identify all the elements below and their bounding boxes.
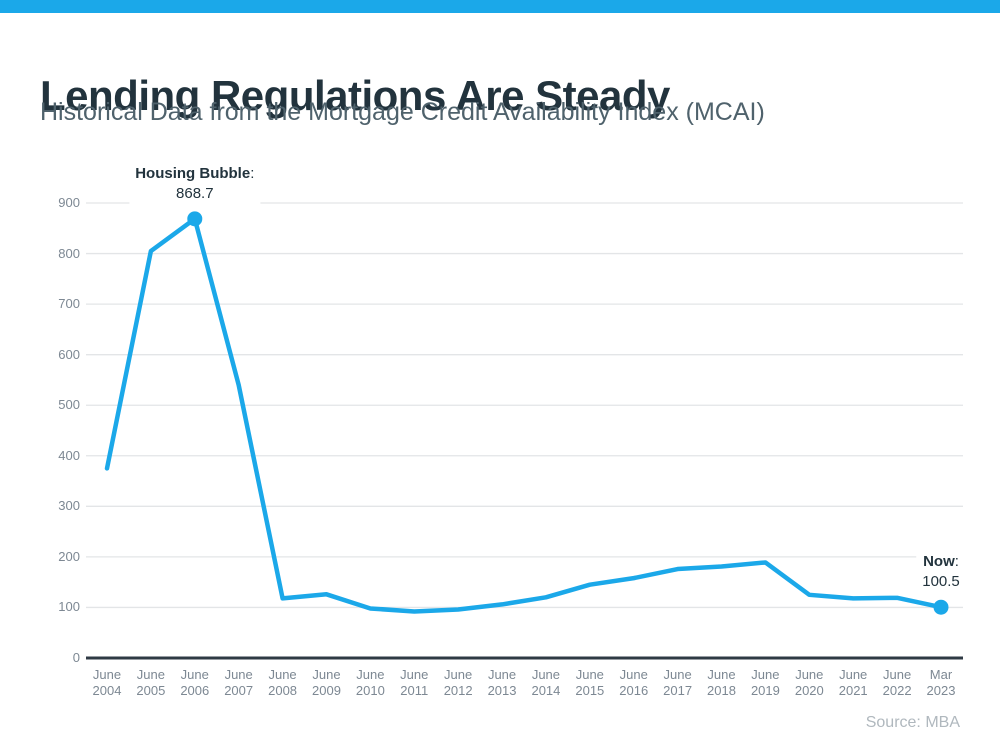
x-axis-tick-line: 2012	[443, 683, 473, 698]
data-point-marker	[187, 211, 203, 227]
y-axis-tick-label: 400	[58, 447, 80, 463]
x-axis-tick-line: June	[92, 667, 122, 682]
y-axis-tick-label: 200	[58, 548, 80, 564]
x-axis-tick-line: 2013	[487, 683, 517, 698]
x-axis-tick-line: June	[663, 667, 692, 682]
x-axis-tick-line: 2005	[136, 683, 166, 698]
x-axis-tick-label: June 2010	[338, 667, 402, 699]
top-accent-bar	[0, 0, 1000, 13]
x-axis-tick-label: June 2021	[821, 667, 885, 699]
x-axis-tick-label: June 2012	[426, 667, 490, 699]
y-axis-tick-label: 800	[58, 245, 80, 261]
annotation-colon: :	[250, 164, 255, 182]
x-axis-tick-line: 2020	[794, 683, 824, 698]
y-axis-tick-label: 100	[58, 599, 80, 615]
x-axis-tick-line: June	[356, 667, 385, 682]
annotation-now: Now: 100.5	[916, 551, 966, 594]
x-axis-tick-label: June 2017	[646, 667, 710, 699]
x-axis-tick-line: 2023	[926, 683, 956, 698]
x-axis-tick-label: June 2019	[733, 667, 797, 699]
x-axis-tick-line: 2022	[882, 683, 912, 698]
annotation-housing-bubble: Housing Bubble: 868.7	[129, 162, 261, 205]
y-axis-tick-label: 600	[58, 346, 80, 362]
x-axis-tick-line: 2010	[355, 683, 385, 698]
x-axis-tick-label: June 2015	[558, 667, 622, 699]
page-title: Lending Regulations Are Steady	[40, 72, 670, 120]
x-axis-tick-line: 2009	[312, 683, 341, 698]
x-axis-tick-line: Mar	[929, 667, 953, 682]
x-axis-tick-line: June	[400, 667, 429, 682]
annotation-colon: :	[954, 553, 959, 571]
y-axis-tick-label: 0	[72, 650, 80, 665]
y-axis-tick-label: 500	[58, 397, 80, 413]
x-axis-tick-line: 2008	[268, 683, 298, 698]
x-axis-tick-line: 2019	[750, 683, 780, 698]
source-note: Source: MBA	[865, 714, 960, 731]
x-axis-tick-line: 2006	[180, 683, 210, 698]
x-axis-tick-line: 2021	[838, 683, 868, 698]
x-axis-tick-label: June 2004	[75, 667, 139, 699]
x-axis-tick-line: June	[707, 667, 736, 682]
x-axis-tick-label: June 2006	[163, 667, 227, 699]
y-axis-tick-label: 300	[58, 498, 80, 514]
x-axis-tick-line: 2004	[92, 683, 122, 698]
annotation-label: Now	[923, 553, 955, 571]
x-axis-tick-line: 2018	[707, 683, 736, 698]
x-axis-tick-line: June	[224, 667, 253, 682]
x-axis-tick-label: June 2018	[690, 667, 754, 699]
x-axis-tick-line: 2007	[224, 683, 254, 698]
x-axis-tick-line: June	[882, 667, 912, 682]
x-axis-tick-line: June	[575, 667, 604, 682]
x-axis-tick-line: June	[795, 667, 824, 682]
x-axis-tick-label: Mar 2023	[909, 667, 973, 699]
x-axis-tick-label: June 2005	[119, 667, 183, 699]
x-axis-tick-line: June	[487, 667, 517, 682]
x-axis-tick-line: June	[268, 667, 297, 682]
x-axis-tick-label: June 2013	[470, 667, 534, 699]
x-axis-tick-line: 2017	[663, 683, 693, 698]
x-axis-tick-line: June	[839, 667, 868, 682]
page-subtitle: Historical Data from the Mortgage Credit…	[40, 98, 765, 126]
x-axis-tick-line: 2015	[575, 683, 605, 698]
annotation-value: 868.7	[176, 184, 214, 202]
x-axis-tick-label: June 2009	[294, 667, 358, 699]
x-axis-tick-line: June	[312, 667, 341, 682]
x-axis-tick-label: June 2016	[602, 667, 666, 699]
x-axis-tick-label: June 2014	[514, 667, 578, 699]
x-axis-tick-label: June 2008	[251, 667, 315, 699]
data-point-marker	[933, 599, 949, 615]
x-axis-tick-line: June	[751, 667, 780, 682]
x-axis-tick-line: June	[619, 667, 648, 682]
x-axis-tick-line: June	[531, 667, 561, 682]
y-axis-tick-label: 700	[58, 296, 80, 312]
y-axis-tick-label: 900	[58, 195, 80, 210]
x-axis-tick-line: 2014	[531, 683, 561, 698]
x-axis-tick-label: June 2011	[382, 667, 446, 699]
mcai-data-line	[104, 216, 944, 614]
x-axis-tick-line: 2011	[400, 683, 429, 698]
annotation-label: Housing Bubble	[135, 164, 251, 182]
x-axis-tick-label: June 2020	[777, 667, 841, 699]
annotation-value: 100.5	[922, 573, 960, 591]
x-axis-tick-label: June 2007	[207, 667, 271, 699]
x-axis-tick-line: June	[180, 667, 209, 682]
x-axis-tick-line: 2016	[619, 683, 649, 698]
x-axis-tick-line: June	[136, 667, 165, 682]
x-axis-tick-line: June	[444, 667, 473, 682]
x-axis-tick-label: June 2022	[865, 667, 929, 699]
